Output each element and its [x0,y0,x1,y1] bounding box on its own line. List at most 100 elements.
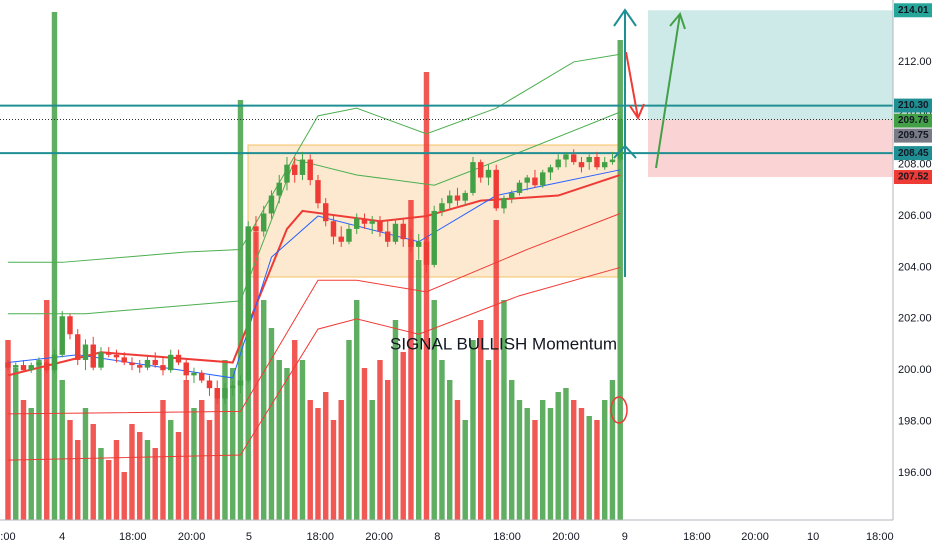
candle-body [261,213,267,232]
candle-body [144,359,151,368]
candle-body [13,365,19,368]
volume-bar [51,12,58,520]
x-tick-label: 18:00 [307,531,335,543]
volume-bar [106,460,112,520]
candle-body [59,316,65,355]
candle-body [439,203,445,211]
candle-body [594,156,600,168]
price-label: 214.01 [898,5,929,16]
volume-bar [493,220,499,520]
volume-bar [594,420,600,520]
volume-bar [385,380,391,520]
volume-bar [470,340,476,520]
volume-bar [276,360,282,520]
candle-body [423,241,430,265]
candle-body [206,380,213,389]
volume-bar [206,420,213,520]
candle-body [609,159,616,163]
candle-body [152,359,158,366]
candle-body [540,172,546,186]
target-zone [648,10,893,120]
overlay-line [7,53,621,263]
candle-body [454,195,461,201]
volume-bar [113,440,120,520]
volume-bar [284,368,290,520]
candle-body [617,119,623,160]
x-tick-label: 18:00 [493,531,521,543]
y-tick-label: 198.00 [898,416,932,428]
candle-body [570,154,577,163]
candle-body [416,241,422,247]
candle-body [199,372,205,381]
volume-bar [129,424,135,520]
volume-bar [59,380,65,520]
volume-bar [13,368,19,520]
candle-body [284,164,290,183]
volume-bar [175,432,182,520]
price-label-bg [894,3,932,18]
candle-body [106,352,112,355]
candle-body [292,164,298,175]
candle-body [214,388,220,399]
volume-bar [570,400,577,520]
x-tick-label: 18:00 [683,531,711,543]
price-label-bg [894,170,932,185]
candles [5,115,623,404]
candle-body [307,159,313,181]
candle-body [555,159,561,168]
candle-body [51,354,58,371]
volume-bar [361,368,368,520]
price-label-bg [894,113,932,128]
overlay-line [7,111,621,315]
candle-body [385,231,391,242]
overlay-line [7,174,621,377]
candle-body [276,182,282,196]
candle-body [90,344,96,368]
stop-zone [648,119,893,178]
candle-body [121,357,127,363]
x-tick-label: 9 [622,531,628,543]
candle-body [470,162,476,193]
volume-bar [586,416,592,520]
volume-bar [532,420,538,520]
candle-body [183,362,189,376]
candle-body [20,365,27,371]
candle-body [5,362,11,368]
candle-body [578,162,585,168]
candle-body [532,177,538,186]
volume-bar [346,340,352,520]
volume-bar [214,388,220,520]
volume-bar [191,408,197,520]
candle-body [222,388,228,399]
volume-bar [540,400,546,520]
candle-body [462,192,468,201]
y-tick-label: 212.00 [898,56,932,68]
volume-bar [98,448,104,520]
candle-body [601,162,608,168]
arrow-head [613,8,637,27]
candle-body [516,182,523,193]
candle-body [230,385,236,389]
candle-body [431,210,437,265]
volume-bar [578,408,585,520]
candle-body [478,162,484,178]
x-tick-label: 0:00 [0,531,16,543]
x-tick-label: 8 [434,531,440,543]
volume-bar [121,472,127,520]
y-tick-label: 196.00 [898,467,932,479]
y-tick-label: 206.00 [898,210,932,222]
volume-bar [323,392,329,520]
x-tick-label: 20:00 [552,531,580,543]
candle-body [191,372,197,376]
candle-body [377,221,383,232]
volume-bar [5,340,11,520]
candle-body [175,354,182,363]
volume-bar [28,408,34,520]
arrow-head [613,144,637,159]
green-arrow [655,13,681,169]
volume-bar [416,260,422,520]
volume-bar [609,380,616,520]
volume-bar [509,380,515,520]
volume-bar [230,368,236,520]
